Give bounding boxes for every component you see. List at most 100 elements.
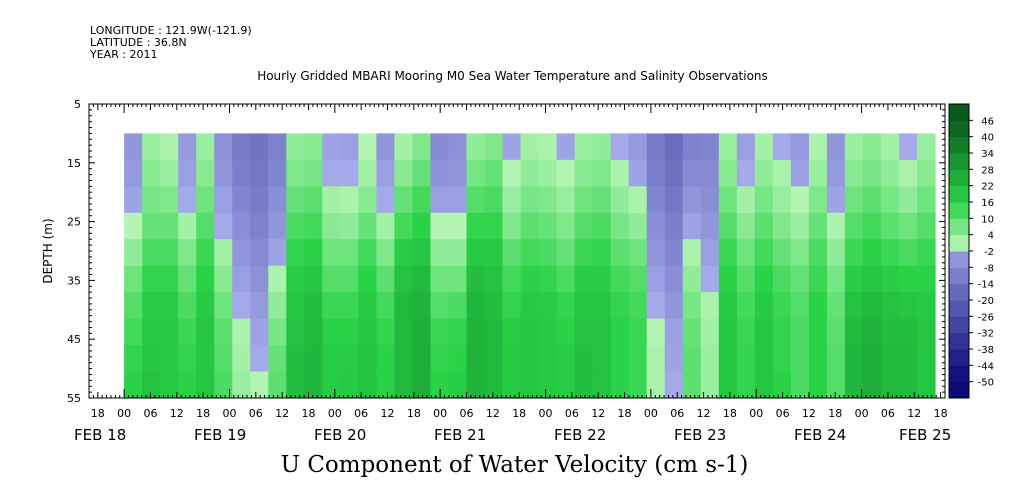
heatmap-cell [538,239,558,267]
heatmap-cell [664,318,684,346]
x-tick-label: 12 [591,407,605,420]
heatmap-cell [124,212,143,240]
heatmap-cell [538,345,558,373]
heatmap-cell [430,239,450,267]
heatmap-cell [610,292,630,320]
heatmap-cell [286,133,305,161]
heatmap-cell [772,133,792,161]
heatmap-cell [898,345,918,373]
heatmap-cell [862,186,882,214]
heatmap-cell [394,292,414,320]
heatmap-cell [898,292,918,320]
heatmap-cell [898,239,918,267]
heatmap-cell [304,159,323,187]
heatmap-cell [646,186,666,214]
heatmap-cell [808,345,828,373]
heatmap-cell [844,345,864,373]
heatmap-cell [178,133,197,161]
heatmap-cell [682,318,702,346]
heatmap-cell [268,345,287,373]
colorbar-label: 28 [981,165,994,176]
heatmap-cell [484,159,504,187]
heatmap-cell [700,292,720,320]
heatmap-cell [250,186,269,214]
x-tick-label: 00 [222,407,236,420]
x-tick-label: 18 [723,407,737,420]
colorbar-swatch [949,349,969,366]
heatmap-cell [124,265,143,293]
heatmap-cell [322,239,341,267]
heatmap-cell [502,212,522,240]
heatmap-cell [664,371,684,399]
heatmap-cell [790,133,810,161]
heatmap-cell [628,239,648,267]
colorbar: -50 -44 -38 -32 -26 -20 -14 -8 -2 4 10 16 22 28 34 40 46 [948,103,994,399]
x-tick-label: 18 [934,407,948,420]
heatmap-cell [700,371,720,399]
heatmap-cell [322,292,341,320]
heatmap-cell [412,265,432,293]
heatmap-cell [214,318,233,346]
heatmap-cell [214,345,233,373]
heatmap-cell [556,265,576,293]
heatmap-cell [466,371,486,399]
heatmap-cell [916,186,936,214]
heatmap-cell [160,292,179,320]
heatmap-cell [772,371,792,399]
heatmap-cell [574,371,594,399]
heatmap-cell [520,133,540,161]
heatmap-cell [772,212,792,240]
heatmap-cell [916,239,936,267]
colorbar-swatch [949,234,969,252]
colorbar-label: -32 [978,329,994,340]
heatmap-cell [340,345,359,373]
heatmap-cell [250,212,269,240]
heatmap-cell [178,371,197,399]
heatmap-cell [682,212,702,240]
heatmap-cell [232,212,251,240]
latitude-label: LATITUDE : 36.8N [90,36,187,49]
heatmap-cell [466,239,486,267]
heatmap-cell [556,133,576,161]
heatmap-cell [160,371,179,399]
heatmap-cell [646,212,666,240]
heatmap-cell [214,159,233,187]
heatmap-cell [880,292,900,320]
heatmap-cell [124,318,143,346]
heatmap-cell [826,159,846,187]
heatmap-cell [268,186,287,214]
heatmap-cell [772,345,792,373]
heatmap-cell [484,345,504,373]
heatmap-cell [754,159,774,187]
heatmap-cell [160,159,179,187]
heatmap-cell [592,318,612,346]
heatmap-cell [376,371,396,399]
heatmap-cell [484,186,504,214]
heatmap-cell [376,212,396,240]
colorbar-swatch [949,332,969,350]
heatmap-cell [736,345,756,373]
heatmap-cell [718,371,738,399]
y-tick-label: 15 [67,157,81,170]
heatmap-cell [448,133,468,161]
heatmap-cell [538,371,558,399]
x-tick-label: 06 [460,407,474,420]
heatmap-cell [448,292,468,320]
heatmap-cell [412,371,432,399]
heatmap-cell [700,186,720,214]
heatmap-cell [790,345,810,373]
heatmap-cell [286,186,305,214]
y-tick-label: 35 [67,274,81,287]
y-tick-label: 55 [67,392,81,405]
heatmap-cell [502,292,522,320]
heatmap-cell [448,186,468,214]
heatmap-cell [808,239,828,267]
heatmap-cell [628,133,648,161]
heatmap-cell [844,292,864,320]
heatmap-cell [304,239,323,267]
heatmap-cell [898,265,918,293]
heatmap-cell [430,212,450,240]
heatmap-cell [340,292,359,320]
heatmap-cell [466,212,486,240]
heatmap-cell [430,345,450,373]
